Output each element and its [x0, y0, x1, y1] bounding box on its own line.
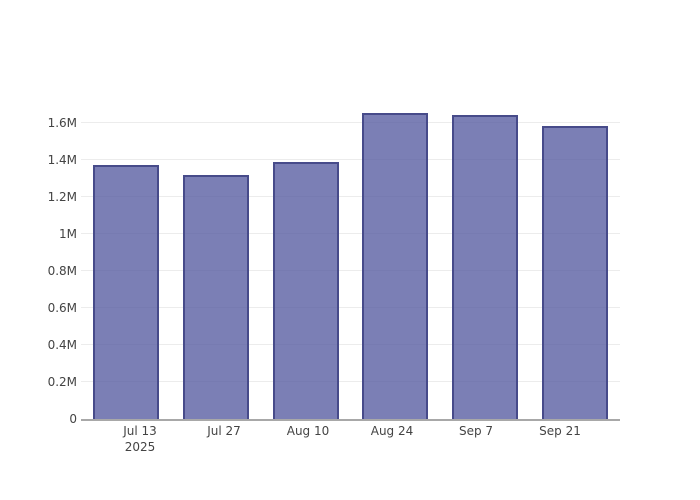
x-tick-label: Sep 21	[539, 423, 581, 439]
x-tick-date: Jul 13	[123, 424, 157, 438]
bar-slot	[440, 88, 530, 419]
x-tick-date: Aug 24	[370, 424, 414, 438]
bar-aug-24[interactable]	[362, 113, 429, 419]
gridline	[81, 343, 620, 345]
gridline	[81, 232, 620, 234]
y-tick-label: 0	[69, 412, 77, 426]
gridline	[81, 306, 620, 308]
x-axis: Jul 13 2025 Jul 27 Aug 10 Aug 24 Sep 7 Sep 21	[81, 421, 620, 465]
x-tick-label: Aug 24	[371, 423, 414, 439]
y-axis: 0 0.2M 0.4M 0.6M 0.8M 1M 1.2M 1.4M 1.6M	[0, 88, 77, 426]
gridline	[81, 158, 620, 160]
y-tick-label: 1.2M	[47, 189, 77, 204]
gridline	[81, 121, 620, 123]
x-tick-label: Sep 7	[459, 423, 493, 439]
x-tick-label: Jul 13 2025	[123, 423, 157, 455]
y-tick-label: 1.6M	[47, 115, 77, 130]
x-tick-date: Sep 7	[458, 424, 494, 438]
x-tick-date: Sep 21	[539, 424, 581, 438]
y-tick-label: 0.2M	[47, 374, 77, 389]
x-tick-label: Aug 10	[287, 423, 330, 439]
bar-slot	[350, 88, 440, 419]
bar-aug-10[interactable]	[272, 161, 339, 419]
gridline	[81, 195, 620, 197]
bar-sep-21[interactable]	[542, 126, 609, 419]
bar-slot	[261, 88, 351, 419]
gridline	[81, 380, 620, 382]
plot-area	[81, 88, 620, 421]
y-tick-label: 1.4M	[47, 152, 77, 167]
bar-slot	[530, 88, 620, 419]
x-tick-label: Jul 27	[207, 423, 241, 439]
x-tick-year: 2025	[124, 440, 156, 454]
gridline	[81, 269, 620, 271]
y-tick-label: 0.6M	[47, 300, 77, 315]
x-tick-date: Aug 10	[286, 424, 330, 438]
y-tick-label: 1M	[59, 226, 77, 241]
bar-jul-27[interactable]	[182, 174, 249, 419]
y-tick-label: 0.8M	[47, 263, 77, 278]
bar-slot	[81, 88, 171, 419]
x-tick-date: Jul 27	[207, 424, 241, 438]
y-tick-label: 0.4M	[47, 337, 77, 352]
bar-sep-7[interactable]	[452, 115, 519, 419]
bar-slot	[171, 88, 261, 419]
bar-jul-13[interactable]	[92, 165, 159, 419]
bars-container	[81, 88, 620, 419]
